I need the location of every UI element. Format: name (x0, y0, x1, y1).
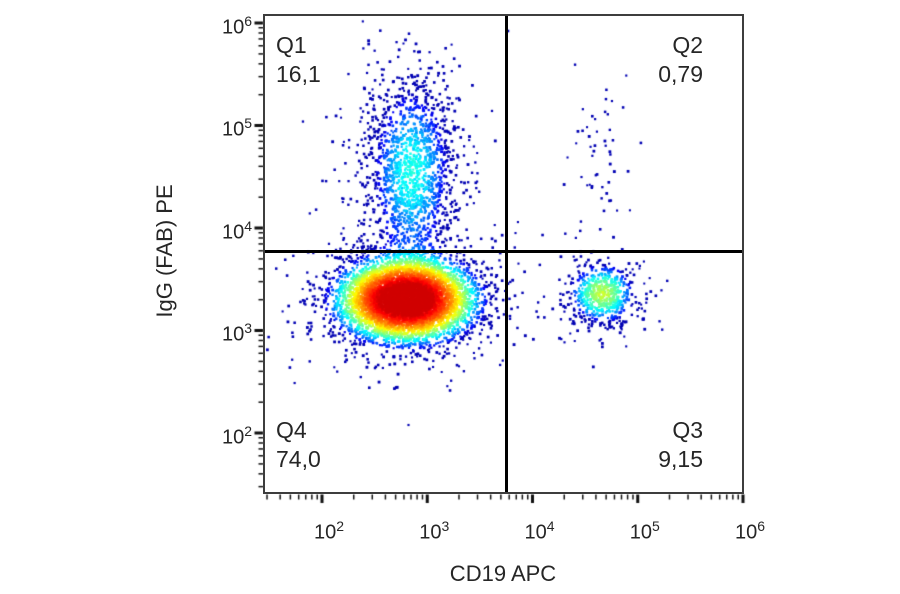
quadrant-q1-value: 16,1 (276, 61, 321, 87)
x-axis-label: CD19 APC (449, 561, 557, 586)
plot-frame (263, 14, 744, 494)
y-axis-label: IgG (FAB) PE (152, 184, 177, 318)
quadrant-q4-name: Q4 (276, 417, 307, 443)
quadrant-q3-name: Q3 (672, 417, 703, 443)
x-tick-label: 102 (313, 518, 345, 544)
y-tick-label: 104 (221, 217, 252, 244)
quadrant-gate-vertical-line (505, 16, 508, 492)
quadrant-label-q2: Q2 0,79 (658, 31, 703, 89)
y-tick-label: 103 (221, 320, 252, 347)
quadrant-label-q3: Q3 9,15 (658, 416, 703, 474)
quadrant-q2-name: Q2 (672, 32, 703, 58)
quadrant-q1-name: Q1 (276, 32, 307, 58)
y-tick-label: 105 (221, 115, 252, 142)
x-tick-label: 104 (524, 518, 555, 544)
quadrant-label-q1: Q1 16,1 (276, 31, 321, 89)
x-tick-label: 103 (419, 518, 450, 544)
x-tick-label: 105 (629, 518, 660, 544)
x-tick-label: 106 (734, 518, 766, 544)
quadrant-gate-horizontal-line (265, 250, 742, 253)
y-tick-label: 102 (221, 422, 252, 449)
y-tick-label: 106 (221, 12, 252, 39)
quadrant-label-q4: Q4 74,0 (276, 416, 321, 474)
quadrant-q2-value: 0,79 (658, 61, 703, 87)
quadrant-q4-value: 74,0 (276, 446, 321, 472)
quadrant-q3-value: 9,15 (658, 446, 703, 472)
